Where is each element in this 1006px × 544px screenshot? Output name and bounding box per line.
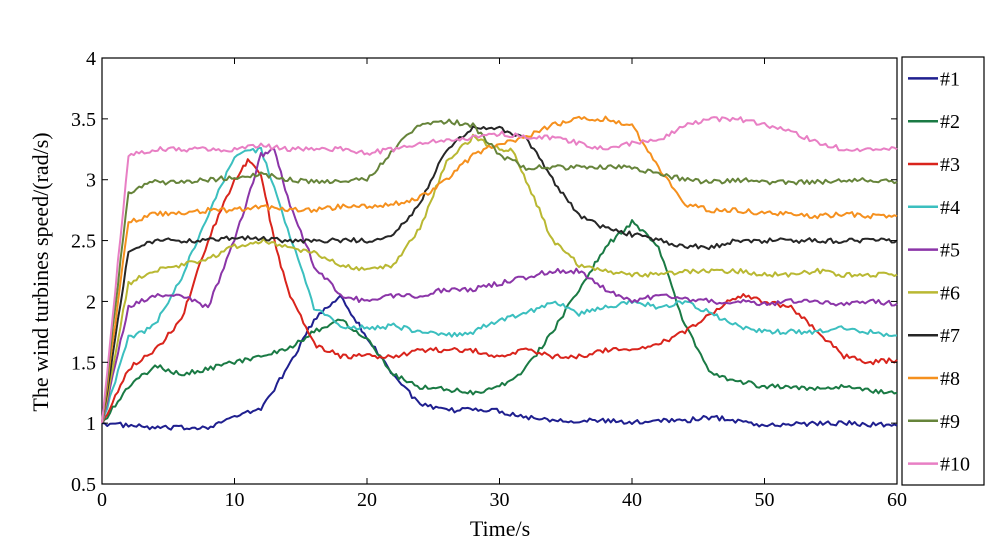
series-lines [101, 115, 898, 431]
y-tick-label: 3.5 [71, 109, 96, 131]
x-axis-label: Time/s [470, 516, 530, 541]
y-tick-label: 3 [86, 170, 96, 192]
series-line-9 [101, 118, 898, 424]
y-tick-label: 2 [86, 291, 96, 313]
series-line-7 [101, 125, 898, 424]
series-line-10 [101, 116, 898, 424]
x-tick-label: 20 [357, 489, 377, 511]
x-tick-label: 60 [887, 489, 907, 511]
legend: #1 #2 #3 #4 #5 #6 #7 #8 #9 #10 [901, 56, 985, 486]
x-axis-ticks: 0 10 20 30 40 50 60 [97, 58, 907, 511]
legend-label: #1 [940, 68, 960, 90]
series-line-6 [101, 133, 898, 424]
y-tick-label: 4 [86, 48, 96, 70]
y-tick-label: 0.5 [71, 474, 96, 496]
x-tick-label: 30 [490, 489, 510, 511]
legend-label: #3 [940, 154, 960, 176]
legend-label: #8 [940, 368, 960, 390]
x-tick-label: 50 [755, 489, 775, 511]
legend-label: #9 [940, 411, 960, 433]
plot-border [101, 57, 898, 485]
legend-label: #6 [940, 282, 960, 304]
x-tick-label: 40 [622, 489, 642, 511]
series-line-1 [101, 294, 898, 431]
series-line-3 [101, 158, 898, 424]
series-line-8 [101, 115, 898, 424]
y-tick-label: 2.5 [71, 231, 96, 253]
plot-area [101, 57, 898, 485]
series-line-2 [101, 219, 898, 424]
legend-label: #10 [940, 454, 970, 476]
series-line-5 [101, 147, 898, 424]
legend-label: #2 [940, 111, 960, 133]
legend-label: #4 [940, 197, 960, 219]
series-line-4 [101, 146, 897, 424]
y-tick-label: 1 [86, 413, 96, 435]
y-axis-label: The wind turbines speed/(rad/s) [28, 132, 53, 411]
legend-box [901, 56, 985, 486]
x-tick-label: 0 [97, 489, 107, 511]
x-tick-label: 10 [225, 489, 245, 511]
legend-label: #7 [940, 325, 960, 347]
y-tick-label: 1.5 [71, 352, 96, 374]
legend-label: #5 [940, 240, 960, 262]
y-axis-ticks: 0.5 1 1.5 2 2.5 3 3.5 4 [71, 48, 897, 496]
